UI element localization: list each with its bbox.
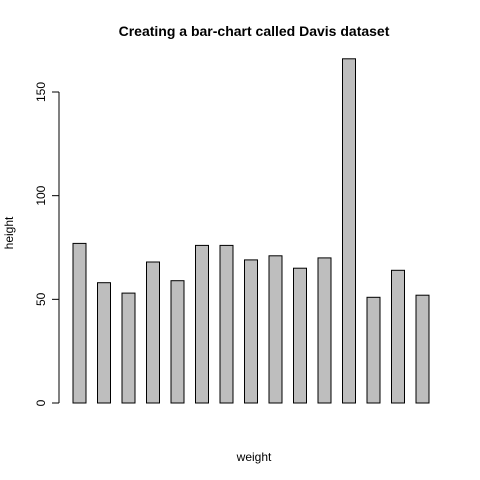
bar: [268, 255, 283, 404]
y-axis-label: height: [2, 216, 16, 249]
bar: [146, 261, 160, 404]
bar: [121, 292, 136, 404]
bar: [391, 269, 405, 404]
bar: [195, 244, 209, 404]
y-tick-label: 0: [34, 399, 48, 406]
chart-title: Creating a bar-chart called Davis datase…: [119, 23, 390, 39]
bar: [72, 242, 87, 404]
bar: [244, 259, 258, 404]
bar: [342, 58, 356, 404]
bar: [97, 282, 111, 404]
bar: [317, 257, 332, 404]
bar: [170, 280, 185, 404]
y-tick-label: 50: [34, 292, 48, 306]
bar: [293, 267, 307, 404]
bars-group: [72, 58, 430, 404]
bar: [415, 294, 430, 404]
y-tick-label: 100: [34, 185, 48, 205]
bar: [366, 296, 381, 404]
y-tick-label: 150: [34, 82, 48, 102]
bar: [219, 244, 234, 404]
x-axis-label: weight: [236, 450, 272, 464]
y-axis: 0 50 100 150: [34, 82, 60, 406]
